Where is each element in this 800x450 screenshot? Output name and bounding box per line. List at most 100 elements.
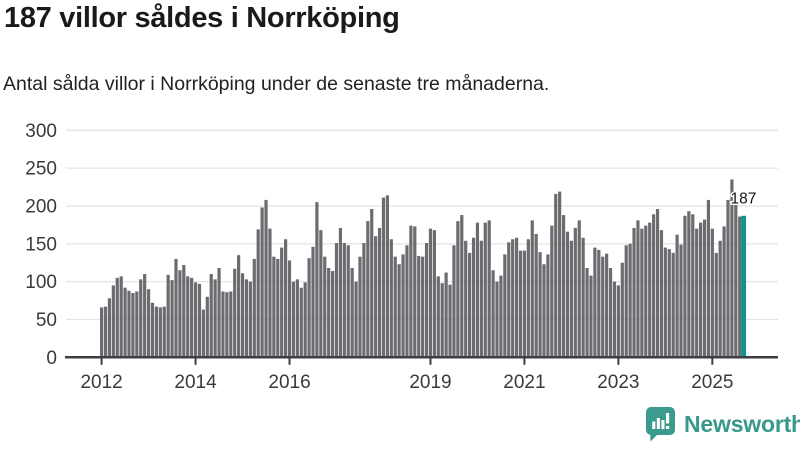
bar	[663, 247, 667, 358]
bar	[734, 200, 738, 358]
bar	[499, 275, 503, 358]
bar	[256, 229, 260, 358]
bar	[174, 258, 178, 358]
bar	[573, 227, 577, 358]
bar	[491, 270, 495, 358]
bar	[468, 252, 472, 358]
bar	[644, 225, 648, 358]
bar	[143, 274, 147, 358]
bar	[608, 268, 613, 358]
bar	[522, 250, 527, 358]
bar	[601, 256, 605, 358]
bar	[511, 239, 515, 358]
bar	[327, 268, 331, 358]
bar	[119, 276, 123, 358]
bar	[624, 245, 628, 358]
bar	[225, 292, 229, 358]
bar	[554, 193, 558, 358]
bar	[695, 228, 699, 358]
bar	[240, 273, 245, 358]
bar	[456, 221, 460, 358]
bar	[154, 306, 159, 358]
bar	[671, 252, 675, 358]
bar	[115, 277, 119, 358]
x-axis-label: 2014	[174, 372, 217, 393]
bar	[323, 256, 327, 358]
bar	[730, 179, 734, 358]
bar	[710, 228, 714, 358]
bar	[229, 291, 233, 358]
x-axis-label: 2025	[691, 372, 733, 393]
bar	[217, 268, 221, 358]
bar	[268, 228, 272, 358]
bar	[197, 283, 202, 358]
bar	[393, 256, 397, 358]
bar	[558, 191, 562, 358]
bar	[111, 285, 115, 358]
bar	[514, 237, 519, 358]
bar	[632, 227, 636, 358]
bar	[237, 255, 241, 358]
bar	[483, 222, 487, 358]
bar	[374, 236, 378, 358]
y-axis-label: 200	[25, 196, 57, 217]
bar	[100, 307, 104, 358]
bar	[538, 252, 542, 358]
bar	[655, 208, 660, 358]
bar	[221, 291, 225, 358]
x-axis-label: 2023	[597, 372, 639, 393]
bar	[315, 202, 319, 358]
chart-subtitle: Antal sålda villor i Norrköping under de…	[3, 73, 550, 95]
bar	[464, 240, 468, 358]
bar	[213, 279, 217, 358]
bar	[503, 254, 507, 358]
x-axis-line	[65, 356, 778, 359]
bar	[687, 211, 691, 358]
y-axis-label: 100	[25, 272, 57, 293]
bar	[150, 302, 155, 358]
bar	[495, 281, 499, 358]
bar	[284, 239, 288, 358]
bar	[389, 239, 393, 358]
bar	[311, 246, 315, 358]
bar	[272, 256, 276, 358]
bar	[479, 240, 483, 358]
x-axis-label: 2021	[503, 372, 545, 393]
bar	[448, 284, 452, 358]
bar	[350, 268, 354, 358]
bar	[475, 222, 480, 358]
bar	[299, 287, 303, 358]
bar	[421, 256, 425, 358]
bar	[471, 237, 476, 358]
bar	[526, 239, 530, 358]
bar	[417, 255, 421, 358]
bar	[593, 247, 597, 358]
bar	[139, 279, 143, 358]
bar	[334, 243, 339, 358]
bar	[190, 277, 194, 358]
bar	[205, 296, 209, 358]
bar	[675, 234, 679, 358]
bar	[589, 275, 593, 358]
bar	[581, 237, 585, 358]
newsworthy-logo-icon	[646, 406, 675, 441]
bar	[370, 208, 374, 358]
bar	[561, 215, 566, 358]
bar	[354, 281, 358, 358]
bar	[518, 250, 523, 358]
bar	[620, 262, 624, 358]
bar	[123, 287, 127, 358]
bar	[366, 221, 370, 358]
bar	[667, 249, 671, 358]
bar	[346, 245, 350, 358]
bar	[640, 228, 644, 358]
bar	[452, 245, 456, 358]
bar	[397, 264, 401, 358]
bar	[507, 242, 511, 358]
bar	[628, 243, 632, 358]
bar	[377, 227, 382, 358]
bar	[330, 271, 335, 358]
bar	[577, 220, 581, 358]
bar	[103, 306, 108, 358]
